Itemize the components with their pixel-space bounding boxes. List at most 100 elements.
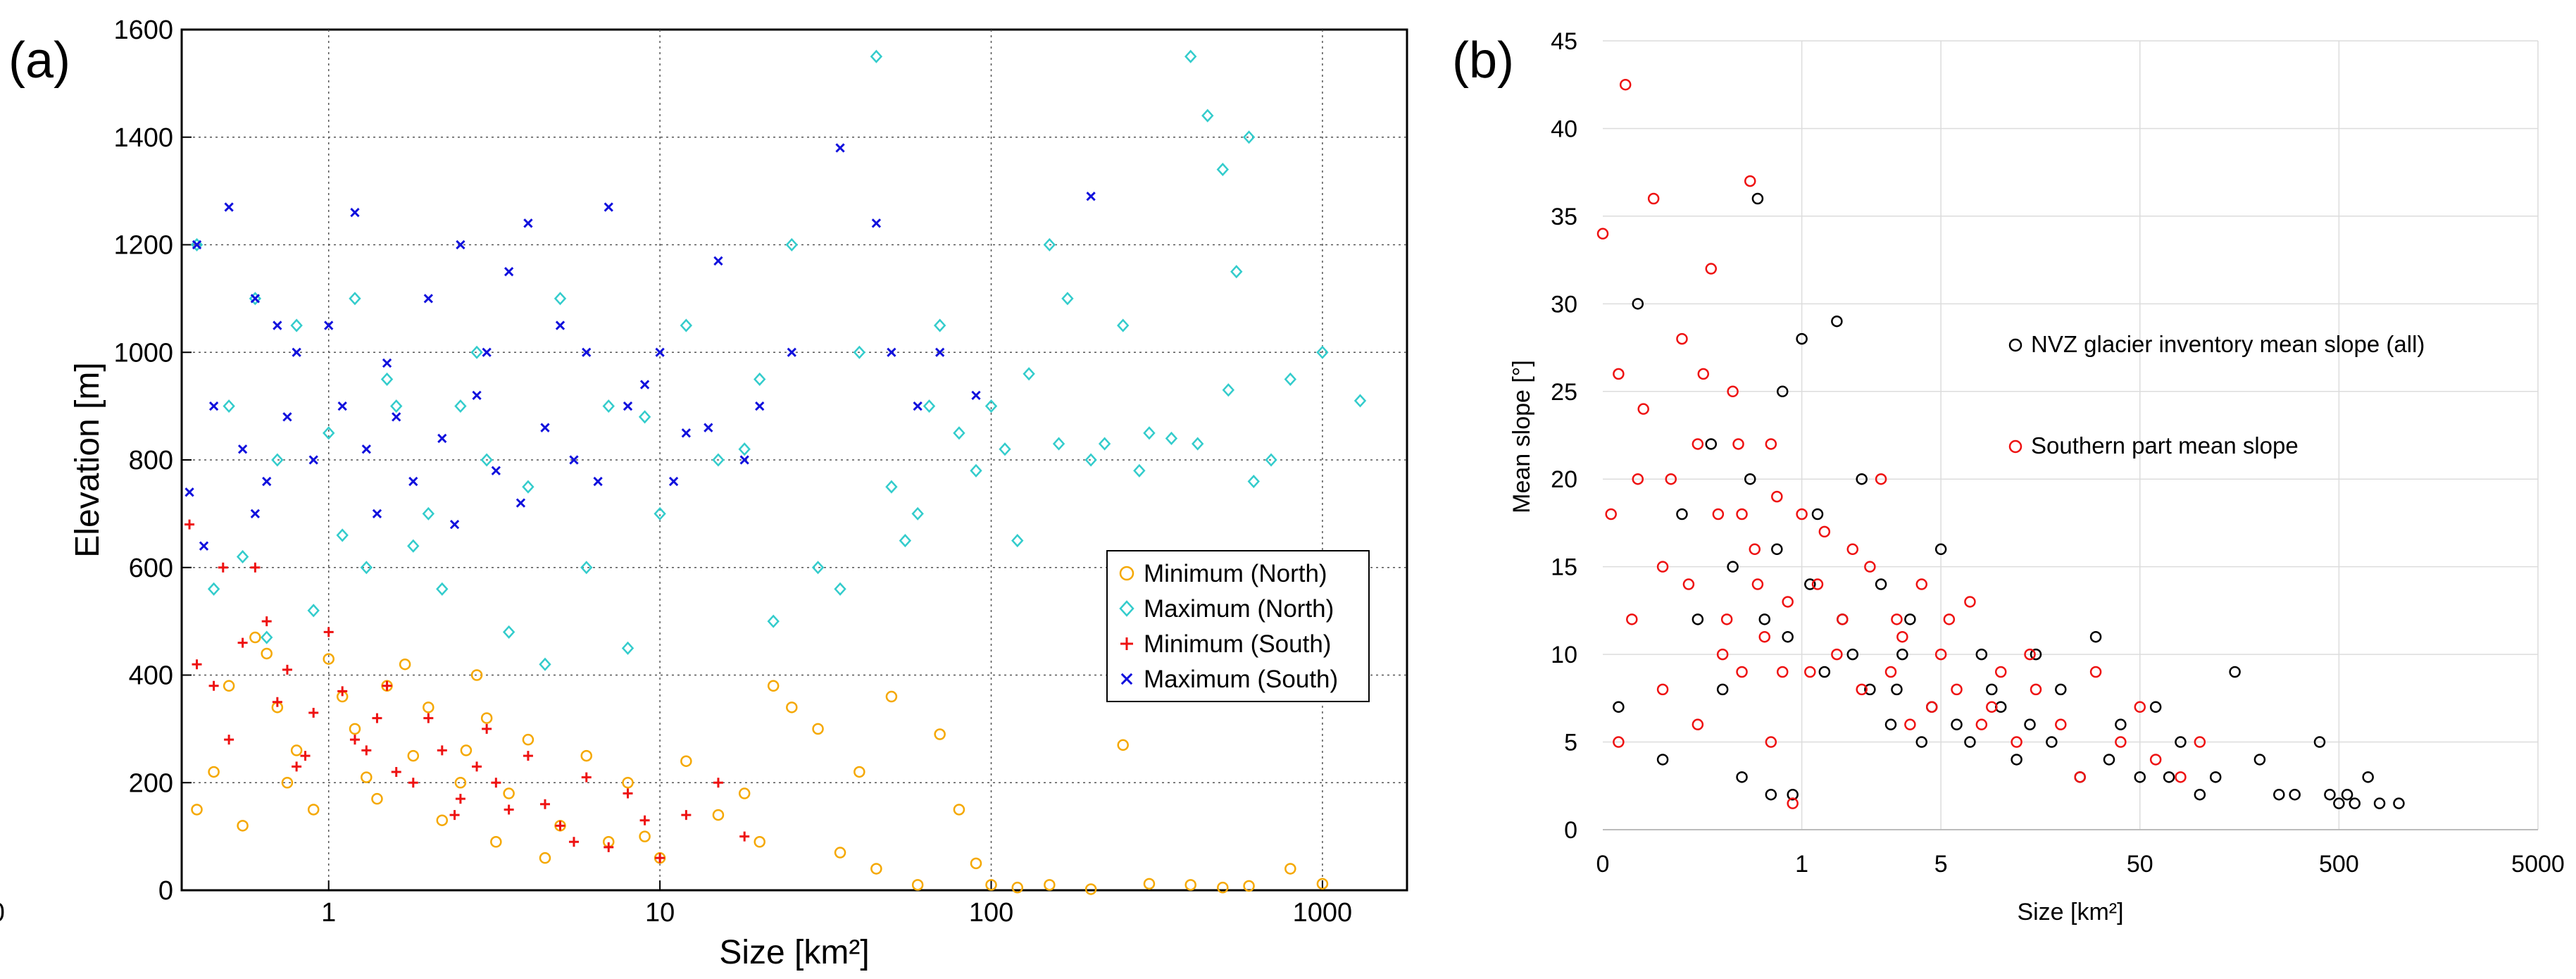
point-minimum-north <box>399 658 411 671</box>
point-minimum-south <box>282 664 292 675</box>
x-tick-label: 1 <box>321 898 336 928</box>
point-maximum-south <box>449 519 460 530</box>
point-nvz-glacier-inventory-mean-slope-all <box>1891 683 1903 696</box>
point-maximum-south <box>372 509 382 519</box>
point-southern-part-mean-slope <box>1975 718 1988 730</box>
point-minimum-south <box>372 713 382 723</box>
point-nvz-glacier-inventory-mean-slope-all <box>1796 332 1808 345</box>
point-minimum-north <box>1143 878 1156 890</box>
point-maximum-south <box>713 256 723 266</box>
point-minimum-south <box>482 723 492 734</box>
point-minimum-south <box>300 751 311 761</box>
panel-a-plot-frame <box>180 28 1408 892</box>
panel-b-legend: NVZ glacier inventory mean slope (all) So… <box>2008 331 2425 459</box>
point-minimum-south <box>423 713 434 723</box>
point-minimum-south <box>361 745 372 756</box>
point-southern-part-mean-slope <box>1596 227 1609 240</box>
point-maximum-south <box>282 412 292 422</box>
point-maximum-north <box>1265 453 1277 467</box>
point-maximum-north <box>870 49 883 63</box>
point-nvz-glacier-inventory-mean-slope-all <box>1934 543 1947 556</box>
point-minimum-north <box>522 733 534 746</box>
point-maximum-south <box>835 143 845 153</box>
legend-label-minimum-south: Minimum (South) <box>1144 630 1331 658</box>
point-nvz-glacier-inventory-mean-slope-all <box>1818 666 1831 678</box>
panel-a-y-ticks: 0 200 400 600 800 1000 1200 1400 1600 <box>113 15 192 906</box>
point-nvz-glacier-inventory-mean-slope-all <box>1771 543 1783 556</box>
point-southern-part-mean-slope <box>1765 736 1777 748</box>
legend-label-southern-part-mean-slope: Southern part mean slope <box>2031 432 2299 459</box>
point-minimum-south <box>437 745 447 756</box>
point-southern-part-mean-slope <box>2055 718 2067 730</box>
panel-b-y-axis-label: Mean slope [°] <box>1508 360 1535 513</box>
y-tick-label: 25 <box>1551 379 1577 406</box>
point-minimum-north <box>1243 880 1255 892</box>
point-minimum-south <box>604 842 614 852</box>
point-minimum-north <box>680 755 692 767</box>
panel-a-y-axis-label: Elevation [m] <box>69 362 106 557</box>
point-minimum-south <box>681 810 692 821</box>
point-maximum-north <box>834 582 846 596</box>
point-minimum-south <box>185 519 195 530</box>
point-minimum-south <box>455 794 465 804</box>
point-southern-part-mean-slope <box>1751 578 1764 590</box>
point-maximum-north <box>1201 108 1214 123</box>
point-nvz-glacier-inventory-mean-slope-all <box>2011 754 2022 766</box>
point-minimum-south <box>539 799 550 809</box>
point-southern-part-mean-slope <box>1964 596 1976 608</box>
point-nvz-glacier-inventory-mean-slope-all <box>2163 771 2175 783</box>
point-maximum-south <box>237 444 248 454</box>
point-maximum-south <box>604 202 613 212</box>
point-southern-part-mean-slope <box>1732 438 1744 450</box>
point-maximum-north <box>223 399 235 413</box>
point-minimum-south <box>192 659 202 670</box>
point-maximum-north <box>1084 453 1097 467</box>
point-maximum-north <box>470 345 483 359</box>
point-minimum-north <box>911 879 924 891</box>
point-maximum-south <box>185 487 194 497</box>
point-maximum-north <box>853 345 866 359</box>
point-maximum-north <box>1023 367 1035 381</box>
point-nvz-glacier-inventory-mean-slope-all <box>2024 718 2036 730</box>
point-maximum-north <box>1316 345 1329 359</box>
point-maximum-south <box>491 466 501 475</box>
y-tick-label: 35 <box>1551 204 1577 230</box>
point-minimum-north <box>1217 881 1229 894</box>
point-minimum-north <box>1117 739 1129 752</box>
point-maximum-south <box>456 239 465 250</box>
point-maximum-south <box>681 428 692 438</box>
point-minimum-north <box>580 749 593 762</box>
point-nvz-glacier-inventory-mean-slope-all <box>1904 613 1916 625</box>
point-nvz-glacier-inventory-mean-slope-all <box>2194 788 2206 801</box>
point-minimum-south <box>555 821 565 831</box>
x-tick-label: 5000 <box>2511 851 2565 878</box>
point-maximum-north <box>554 292 567 306</box>
point-maximum-south <box>224 202 234 212</box>
point-maximum-south <box>569 455 579 465</box>
point-nvz-glacier-inventory-mean-slope-all <box>2373 797 2386 809</box>
point-minimum-south <box>261 616 272 627</box>
point-nvz-glacier-inventory-mean-slope-all <box>2209 771 2222 783</box>
point-southern-part-mean-slope <box>1727 385 1739 398</box>
x-tick-label: 10 <box>645 898 675 928</box>
y-tick-label: 800 <box>129 446 173 475</box>
point-nvz-glacier-inventory-mean-slope-all <box>2030 648 2042 661</box>
point-maximum-south <box>515 498 526 508</box>
point-southern-part-mean-slope <box>1804 666 1816 678</box>
x-tick-label: 5 <box>1934 851 1948 878</box>
point-maximum-north <box>911 506 924 520</box>
point-nvz-glacier-inventory-mean-slope-all <box>1875 578 1887 590</box>
point-nvz-glacier-inventory-mean-slope-all <box>1727 561 1739 573</box>
panel-b-data-points <box>1596 78 2405 809</box>
point-maximum-south <box>887 347 896 357</box>
y-tick-label: 200 <box>129 768 173 798</box>
point-minimum-south <box>337 686 348 697</box>
y-tick-label: 5 <box>1564 730 1577 756</box>
point-nvz-glacier-inventory-mean-slope-all <box>1804 578 1816 590</box>
point-southern-part-mean-slope <box>1787 797 1799 809</box>
point-southern-part-mean-slope <box>1782 596 1794 608</box>
point-minimum-south <box>208 680 219 691</box>
point-nvz-glacier-inventory-mean-slope-all <box>1915 736 1928 748</box>
x-tick-label: 1000 <box>1293 898 1353 928</box>
point-minimum-south <box>272 697 282 707</box>
